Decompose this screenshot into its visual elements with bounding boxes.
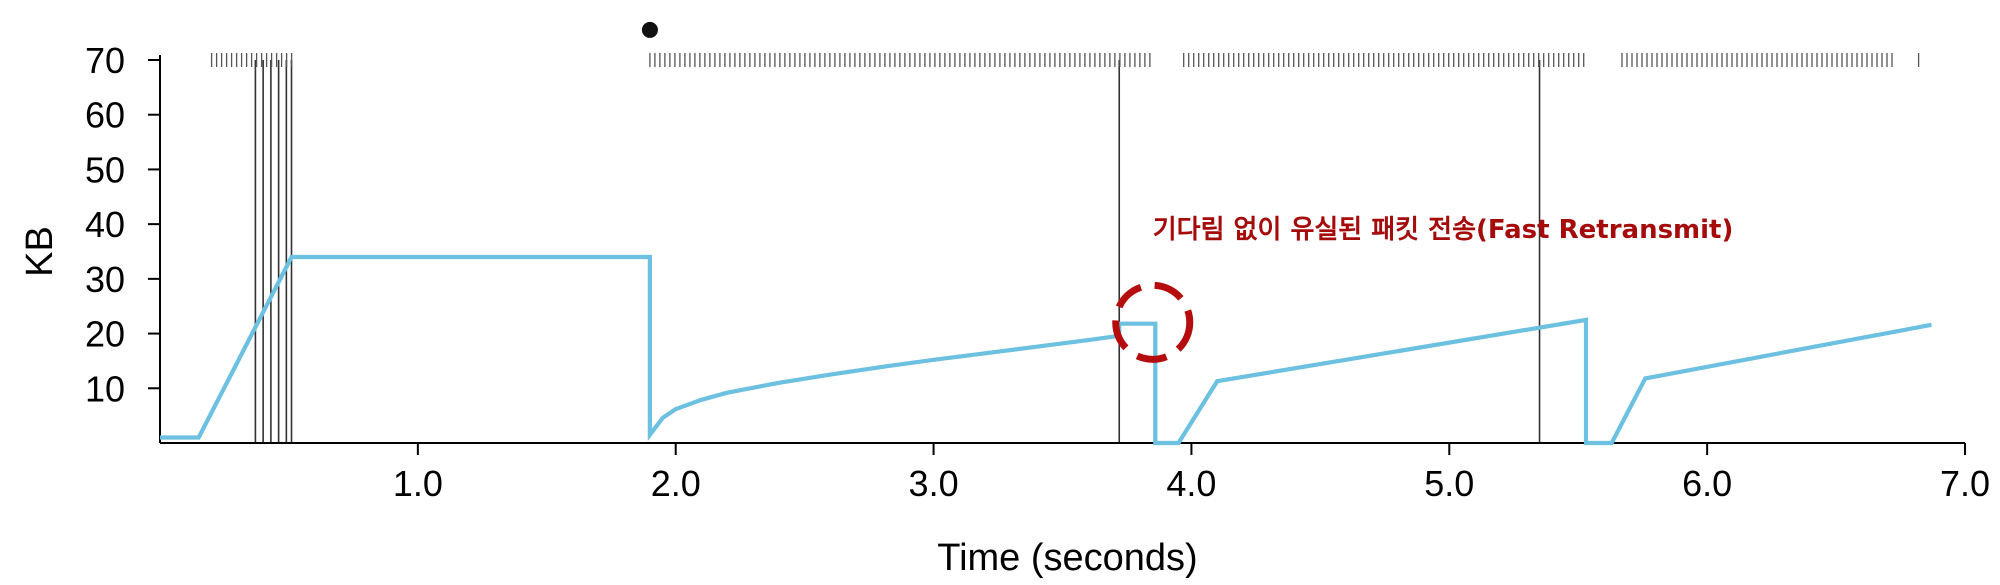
y-tick-label: 40: [85, 204, 125, 245]
packet-marker-row: [1621, 53, 1893, 67]
axis-ticks: 10 20 30 40 50 60 70 1.0 2.0 3.0 4.0 5.0 6.0 7.0: [85, 40, 1990, 504]
event-dot-group: [641, 21, 658, 38]
vertical-event-lines: [254, 60, 1541, 443]
x-axis-title: Time (seconds): [937, 537, 1197, 579]
y-axis-title: KB: [19, 226, 61, 277]
packet-marker-row: [210, 53, 293, 67]
x-tick-label: 5.0: [1424, 463, 1474, 504]
x-tick-label: 7.0: [1940, 463, 1990, 504]
series-line: [160, 254, 1932, 446]
event-dot: [641, 21, 658, 38]
packet-marker-rows: [210, 53, 1920, 67]
packet-marker-row: [649, 53, 1151, 67]
x-tick-label: 2.0: [651, 463, 701, 504]
series-group: [160, 254, 1932, 446]
packet-marker-row: [1183, 53, 1585, 67]
y-tick-label: 60: [85, 95, 125, 136]
annotation-dashed-circle: [1112, 281, 1194, 363]
y-tick-label: 50: [85, 149, 125, 190]
y-tick-label: 70: [85, 40, 125, 81]
x-tick-label: 4.0: [1166, 463, 1216, 504]
x-tick-label: 3.0: [909, 463, 959, 504]
y-tick-label: 20: [85, 314, 125, 355]
y-tick-label: 30: [85, 259, 125, 300]
x-tick-label: 6.0: [1682, 463, 1732, 504]
annotation-group: 기다림 없이 유실된 패킷 전송(Fast Retransmit): [1112, 215, 1734, 363]
annotation-label: 기다림 없이 유실된 패킷 전송(Fast Retransmit): [1153, 215, 1734, 245]
axes: [159, 55, 1965, 444]
x-tick-label: 1.0: [393, 463, 443, 504]
y-tick-label: 10: [85, 368, 125, 409]
